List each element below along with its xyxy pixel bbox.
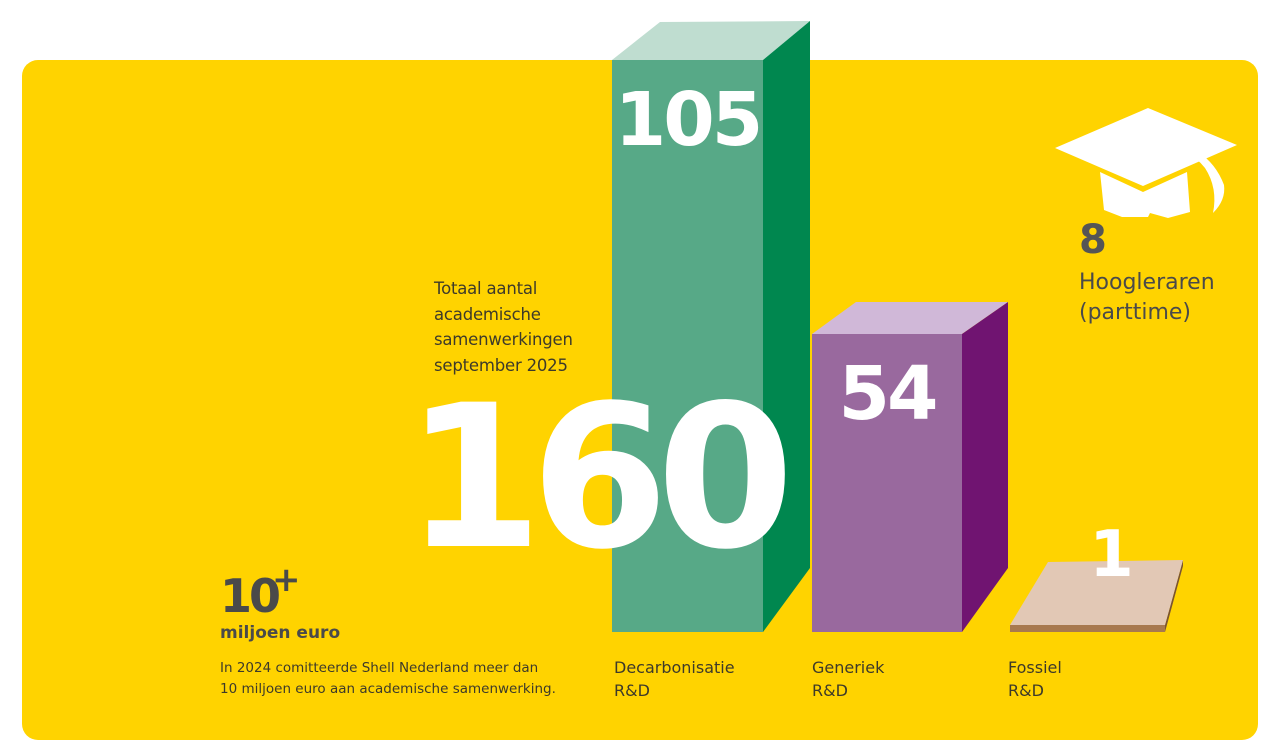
funding-description-line-2: 10 miljoen euro aan academische samenwer… (220, 681, 556, 697)
bar-decarbonisatie-front (612, 60, 763, 632)
category-label-line-2: R&D (614, 681, 650, 700)
intro-line-4: september 2025 (434, 355, 568, 375)
intro-line-1: Totaal aantal (434, 279, 538, 298)
category-label-line-2: R&D (812, 681, 848, 700)
bar-fossiel (1010, 560, 1183, 632)
bar-decarbonisatie-side (763, 21, 810, 632)
professors-label-line-2: (parttime) (1079, 300, 1191, 325)
funding-value: 10 (220, 569, 281, 623)
bar-fossiel-edge (1010, 625, 1165, 632)
intro-line-2: academische (434, 304, 541, 324)
bar-fossiel-top (1010, 560, 1183, 625)
bar-value-decarbonisatie: 105 (614, 77, 763, 163)
funding-plus-sign: + (272, 560, 301, 600)
bar-value-generiek: 54 (838, 351, 939, 437)
bar-generiek (812, 302, 1008, 632)
funding-description: In 2024 comitteerde Shell Nederland meer… (220, 658, 556, 700)
intro-line-3: samenwerkingen (434, 330, 573, 349)
bar-generiek-side (962, 302, 1008, 632)
category-label-decarbonisatie: Decarbonisatie R&D (614, 656, 735, 702)
category-label-line-1: Generiek (812, 658, 885, 677)
bar-decarbonisatie (612, 21, 810, 632)
bar-chart (612, 21, 1237, 632)
category-label-line-1: Fossiel (1008, 658, 1062, 677)
total-value: 160 (405, 362, 794, 593)
bar-fossiel-edge-side (1165, 560, 1183, 632)
bar-value-fossiel: 1 (1089, 518, 1134, 592)
bar-generiek-front (812, 334, 962, 632)
category-label-fossiel: Fossiel R&D (1008, 656, 1062, 702)
category-label-line-1: Decarbonisatie (614, 658, 735, 677)
funding-unit: miljoen euro (220, 623, 341, 643)
category-label-line-2: R&D (1008, 681, 1044, 700)
professors-value: 8 (1079, 217, 1107, 263)
category-label-generiek: Generiek R&D (812, 656, 884, 702)
intro-text: Totaal aantal academische samenwerkingen… (434, 276, 573, 378)
graduation-cap-icon (1055, 108, 1237, 218)
professors-label: Hoogleraren (parttime) (1079, 268, 1215, 328)
funding-description-line-1: In 2024 comitteerde Shell Nederland meer… (220, 660, 539, 676)
bar-decarbonisatie-top (612, 21, 810, 60)
bar-generiek-top (812, 302, 1008, 334)
professors-label-line-1: Hoogleraren (1079, 270, 1215, 295)
